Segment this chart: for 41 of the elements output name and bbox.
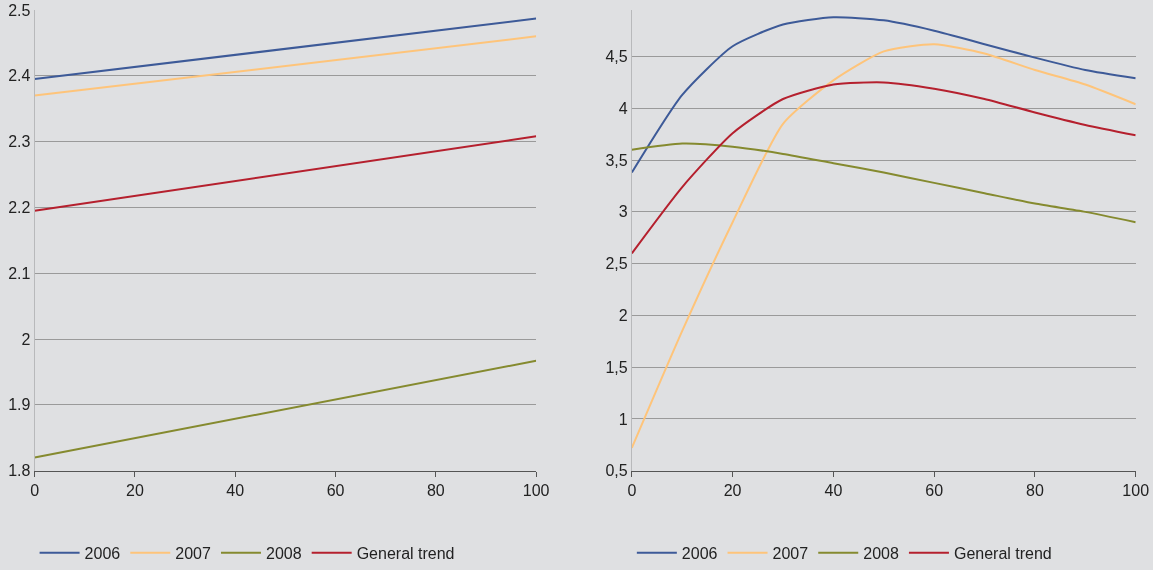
x-tick-label: 40	[824, 481, 843, 499]
line-series	[631, 43, 1136, 449]
y-tick-label: 2	[618, 307, 628, 325]
y-tick-label: 2,5	[605, 255, 628, 273]
y-tick-label: 1.8	[8, 462, 31, 480]
y-tick-label: 3,5	[605, 151, 628, 169]
y-tick-label: 0,5	[605, 462, 628, 480]
line-series	[631, 142, 1136, 224]
legend-label: 2006	[681, 544, 718, 562]
x-tick-label: 60	[925, 481, 944, 499]
x-tick-label: 80	[1026, 481, 1044, 499]
x-tick-label: 40	[226, 481, 245, 499]
y-tick-label: 2.4	[8, 67, 31, 85]
y-tick-label: 2.2	[8, 199, 31, 217]
x-tick-label: 0	[30, 481, 40, 499]
legend-label: 2007	[175, 544, 211, 562]
y-tick-label: 3	[618, 203, 628, 221]
y-tick-label: 1.9	[8, 396, 31, 414]
x-tick-label: 20	[723, 481, 742, 499]
y-tick-label: 2.1	[8, 264, 31, 282]
x-tick-label: 100	[522, 481, 550, 499]
line-series	[631, 16, 1136, 174]
x-tick-label: 20	[126, 481, 144, 499]
legend-label: 2008	[863, 544, 899, 562]
legend-label: 2006	[84, 544, 121, 562]
x-tick-label: 100	[1122, 481, 1150, 499]
y-tick-label: 2	[21, 330, 31, 348]
legend-label: 2008	[265, 544, 302, 562]
legend-label: General trend	[953, 544, 1052, 562]
line-series	[631, 81, 1136, 255]
y-tick-label: 4,5	[605, 48, 628, 66]
y-tick-label: 4	[618, 99, 628, 117]
x-tick-label: 0	[627, 481, 637, 499]
y-tick-label: 2.5	[8, 1, 31, 19]
x-tick-label: 80	[426, 481, 445, 499]
legend-label: 2007	[772, 544, 809, 562]
y-tick-label: 1	[618, 410, 628, 428]
y-tick-label: 2.3	[8, 133, 31, 151]
x-tick-label: 60	[326, 481, 345, 499]
y-tick-label: 1,5	[605, 358, 628, 376]
legend-label: General trend	[356, 544, 455, 562]
